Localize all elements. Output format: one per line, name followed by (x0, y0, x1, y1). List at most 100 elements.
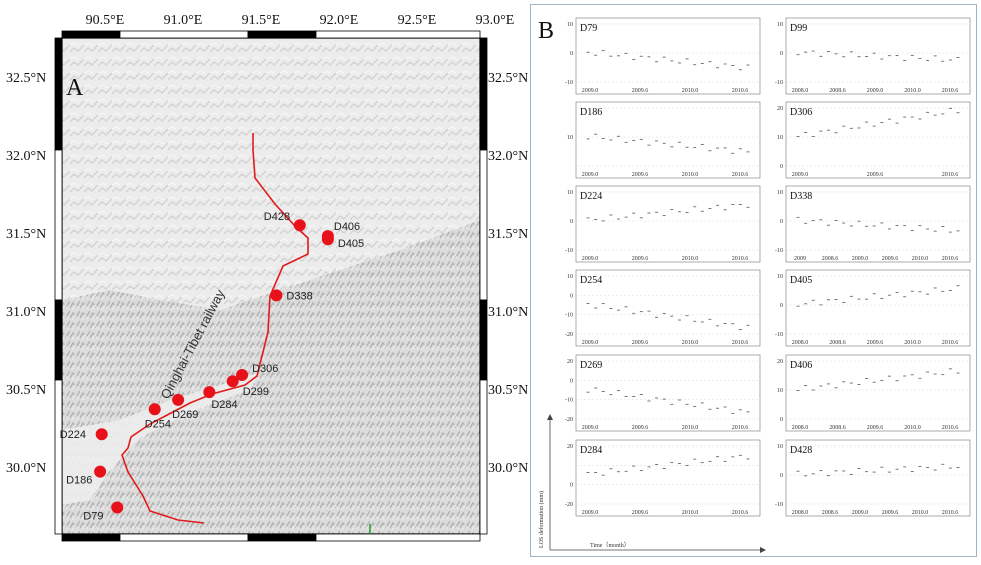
y-tick-label: 10 (777, 444, 783, 450)
chart-title: D428 (790, 445, 812, 456)
x-tick-label: 2009.0 (582, 88, 599, 94)
outer-x-label: Time（month） (590, 542, 630, 549)
timeseries-panel: B 10 0 -10 2009.0 2009.6 2010.0 2010.6 D79 10 0 -1… (530, 0, 981, 560)
y-tick-label: -10 (565, 313, 573, 319)
timeseries-chart: 10 0 -10 2008.0 2008.6 2009.0 2009.6 2010.0 2010… (775, 439, 971, 517)
y-tick-label: 0 (780, 219, 783, 225)
x-tick-label: 2010.6 (732, 256, 749, 262)
x-tick-label: 2010.0 (912, 510, 929, 516)
x-tick-label: 2010.6 (732, 510, 749, 516)
site-label: D406 (334, 221, 360, 233)
x-tick-label: 2009.0 (582, 172, 599, 178)
x-tick-label: 2010.6 (942, 88, 959, 94)
chart-frame (785, 439, 971, 517)
x-tick-label: 2008.6 (822, 256, 839, 262)
chart-title: D306 (790, 107, 812, 118)
chart-title: D224 (580, 191, 602, 202)
y-tick-label: 0 (570, 483, 573, 489)
site-marker[interactable] (236, 368, 249, 381)
site-marker[interactable] (95, 428, 108, 441)
y-tick-label: 0 (780, 417, 783, 423)
timeseries-chart: 10 0 -10 -20 2009.0 2009.6 2010.0 2010.6 D254 (565, 269, 761, 347)
x-tick-label: 2008.6 (829, 425, 846, 431)
site-marker[interactable] (270, 289, 283, 302)
chart-frame (575, 101, 761, 179)
x-tick-label: 2009.6 (867, 340, 884, 346)
x-tick-label: 2010.6 (942, 172, 959, 178)
site-marker[interactable] (111, 501, 124, 514)
x-tick-label: 2009.6 (867, 425, 884, 431)
map-svg: Qinghai-Tibet railway D428D406D405D338D3… (6, 13, 528, 542)
map-panel: Qinghai-Tibet railway D428 D406 D405 D338 D3… (6, 13, 528, 542)
timeseries-chart: 20 10 0 2009.0 2009.6 2010.6 D306 (777, 101, 971, 179)
timeseries-chart: 10 2009.0 2009.6 2010.0 2010.6 D186 (567, 101, 761, 179)
y-tick-label: 0 (570, 293, 573, 299)
site-marker[interactable] (148, 403, 161, 416)
site-marker[interactable] (94, 465, 107, 478)
y-tick-label: 10 (777, 274, 783, 280)
y-tick-label: 10 (777, 190, 783, 196)
lon-label: 92.5°E (398, 13, 437, 28)
site-label: D338 (286, 290, 312, 302)
site-marker[interactable] (293, 219, 306, 232)
site-marker[interactable] (203, 386, 216, 399)
y-tick-label: 20 (567, 444, 573, 450)
x-tick-label: 2010.6 (732, 425, 749, 431)
site-label: D269 (172, 409, 198, 421)
x-tick-label: 2009.6 (632, 256, 649, 262)
y-tick-label: 10 (567, 190, 573, 196)
axis-labels: 90.5°E 91.0°E 91.5°E 92.0°E 92.5°E 93.0°E 32.5… (6, 13, 528, 476)
site-label: D254 (145, 418, 171, 430)
lon-label: 93.0°E (476, 13, 515, 28)
panel-a-label: A (66, 75, 84, 101)
chart-frame (785, 185, 971, 263)
x-tick-label: 2010.6 (942, 510, 959, 516)
chart-frame (575, 185, 761, 263)
y-tick-label: 20 (777, 359, 783, 365)
site-marker[interactable] (321, 233, 334, 246)
site-marker[interactable] (172, 393, 185, 406)
site-label: D284 (211, 399, 237, 411)
x-tick-label: 2009 (794, 256, 806, 262)
chart-title: D269 (580, 360, 602, 371)
x-tick-label: 2009.0 (582, 340, 599, 346)
x-tick-label: 2010.6 (942, 425, 959, 431)
lon-label: 91.0°E (164, 13, 203, 28)
site-label: D299 (243, 386, 269, 398)
y-tick-label: -20 (565, 332, 573, 338)
y-tick-label: 10 (777, 388, 783, 394)
x-tick-label: 2009.6 (882, 256, 899, 262)
y-tick-label: 10 (777, 135, 783, 141)
timeseries-chart: 10 0 -10 2009.0 2009.6 2010.0 2010.6 D224 (565, 185, 761, 263)
y-tick-label: 0 (780, 51, 783, 57)
x-tick-label: 2010.0 (904, 340, 921, 346)
x-tick-label: 2010.0 (682, 425, 699, 431)
x-tick-label: 2010.0 (682, 88, 699, 94)
site-marker[interactable] (226, 375, 239, 388)
y-tick-label: 0 (570, 378, 573, 384)
site-label: D224 (60, 429, 86, 441)
lon-label: 92.0°E (320, 13, 359, 28)
timeseries-svg: B 10 0 -10 2009.0 2009.6 2010.0 2010.6 D79 10 0 -1… (530, 4, 977, 557)
x-tick-label: 2010.6 (732, 172, 749, 178)
chart-frame (785, 269, 971, 347)
chart-frame (575, 439, 761, 517)
timeseries-chart: 20 0 -10 -20 2009.0 2009.6 2010.0 2010.6 D269 (565, 354, 761, 432)
y-tick-label: 10 (567, 274, 573, 280)
x-tick-label: 2008.0 (792, 340, 809, 346)
timeseries-chart: 10 0 -10 2009.0 2009.6 2010.0 2010.6 D79 (565, 17, 761, 95)
x-tick-label: 2009.0 (792, 172, 809, 178)
chart-title: D405 (790, 275, 812, 286)
y-tick-label: -20 (565, 417, 573, 423)
timeseries-chart: 10 0 -10 2008.0 2008.6 2009.6 2010.0 2010.6 D405 (775, 269, 971, 347)
lat-label-right: 30.5°N (488, 383, 528, 398)
y-tick-label: 10 (567, 22, 573, 28)
y-tick-label: 0 (780, 473, 783, 479)
chart-frame (785, 354, 971, 432)
site-label: D428 (264, 211, 290, 223)
panel-b-label: B (538, 18, 554, 44)
y-tick-label: -10 (565, 80, 573, 86)
site-label: D79 (83, 511, 103, 523)
lat-label-right: 32.5°N (488, 71, 528, 86)
